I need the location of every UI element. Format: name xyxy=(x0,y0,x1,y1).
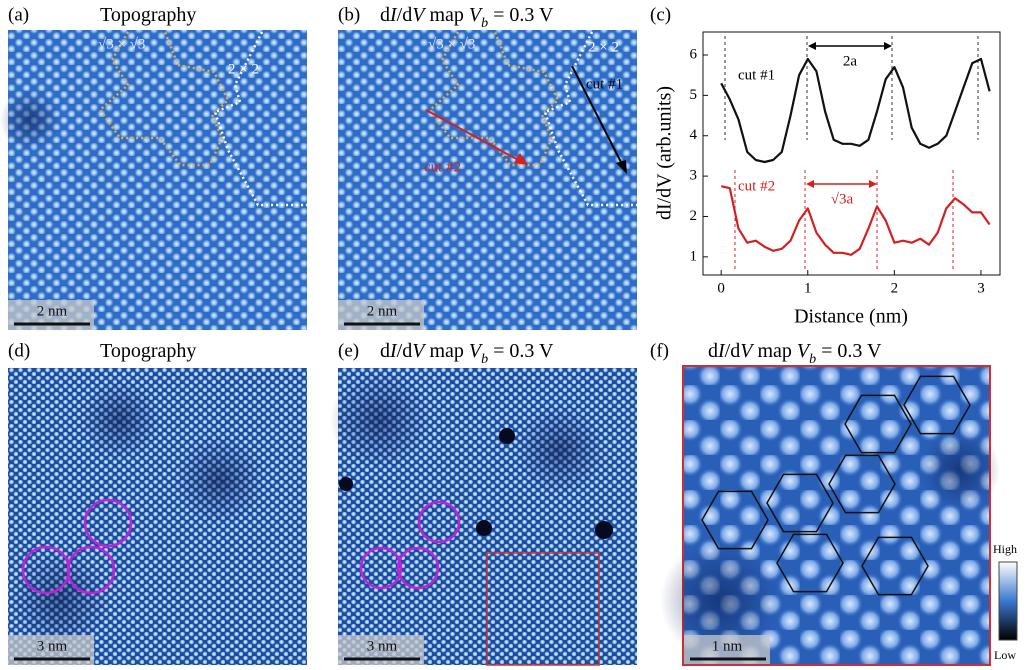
chart-annotation: √3a xyxy=(831,191,854,207)
series-label: cut #1 xyxy=(738,67,775,83)
panel-title: Topography xyxy=(100,340,196,362)
didv-image xyxy=(338,30,637,330)
y-tick-label: 1 xyxy=(690,248,698,264)
title-part: Topography xyxy=(100,340,196,362)
panel-label: (b) xyxy=(338,4,360,25)
figure: 2 nm 2 nm 3 nm 3 nm 1 nm √3 × √3 2 × 2 √… xyxy=(0,0,1026,670)
y-tick-label: 3 xyxy=(690,168,698,184)
title-part: b xyxy=(481,352,488,367)
y-tick-label: 4 xyxy=(690,127,698,143)
annotation: √3 × √3 xyxy=(98,36,145,52)
colorbar-label: High xyxy=(993,542,1017,556)
title-part: map xyxy=(752,340,796,362)
title-part: b xyxy=(481,16,488,31)
annotation: √3 × √3 xyxy=(428,36,475,52)
topography-image xyxy=(8,30,307,330)
panel-label: (e) xyxy=(338,340,359,361)
x-axis-title: Distance (nm) xyxy=(794,306,908,328)
title-part: d xyxy=(380,4,390,26)
panel-title: dI/dV map Vb = 0.3 V xyxy=(708,340,882,367)
title-part: = 0.3 V xyxy=(816,340,882,362)
title-part: = 0.3 V xyxy=(488,340,554,362)
panel-title: dI/dV map Vb = 0.3 V xyxy=(380,4,554,31)
title-part: /d xyxy=(397,4,413,26)
series-label: cut #2 xyxy=(738,178,775,194)
title-part: b xyxy=(809,352,816,367)
x-tick-label: 3 xyxy=(977,280,985,296)
annotation: 2 × 2 xyxy=(228,61,259,77)
scale-label: 3 nm xyxy=(367,638,398,654)
title-part: d xyxy=(380,340,390,362)
series-line xyxy=(721,186,989,255)
annotation: cut #2 xyxy=(424,159,461,175)
panel-label: (f) xyxy=(650,340,669,361)
page: {"panels": [ {"label": "(a)", "title": [… xyxy=(0,0,1026,670)
annotation: 2 × 2 xyxy=(588,39,619,55)
title-part: /d xyxy=(397,340,413,362)
scale-label: 2 nm xyxy=(37,303,68,319)
y-tick-label: 6 xyxy=(690,46,698,62)
title-part: map xyxy=(424,4,468,26)
title-part: Topography xyxy=(100,4,196,26)
title-part: d xyxy=(708,340,718,362)
x-tick-label: 0 xyxy=(717,280,725,296)
title-part: = 0.3 V xyxy=(488,4,554,26)
colorbar-label: Low xyxy=(994,648,1016,662)
title-part: map xyxy=(424,340,468,362)
panel-label: (d) xyxy=(8,340,30,361)
chart-annotation: 2a xyxy=(843,53,858,69)
y-axis-title: dI/dV (arb.units) xyxy=(654,86,676,220)
scale-label: 2 nm xyxy=(367,303,398,319)
x-tick-label: 1 xyxy=(804,280,812,296)
panel-label: (c) xyxy=(650,4,671,25)
colorbar xyxy=(999,562,1017,640)
panel-title: Topography xyxy=(100,4,196,26)
annotation: cut #1 xyxy=(586,76,623,92)
y-tick-label: 5 xyxy=(690,87,698,103)
scale-label: 1 nm xyxy=(712,638,743,654)
panel-title: dI/dV map Vb = 0.3 V xyxy=(380,340,554,367)
title-part: /d xyxy=(725,340,741,362)
panel-label: (a) xyxy=(8,4,29,25)
scale-label: 3 nm xyxy=(37,638,68,654)
y-tick-label: 2 xyxy=(690,208,698,224)
x-tick-label: 2 xyxy=(891,280,899,296)
